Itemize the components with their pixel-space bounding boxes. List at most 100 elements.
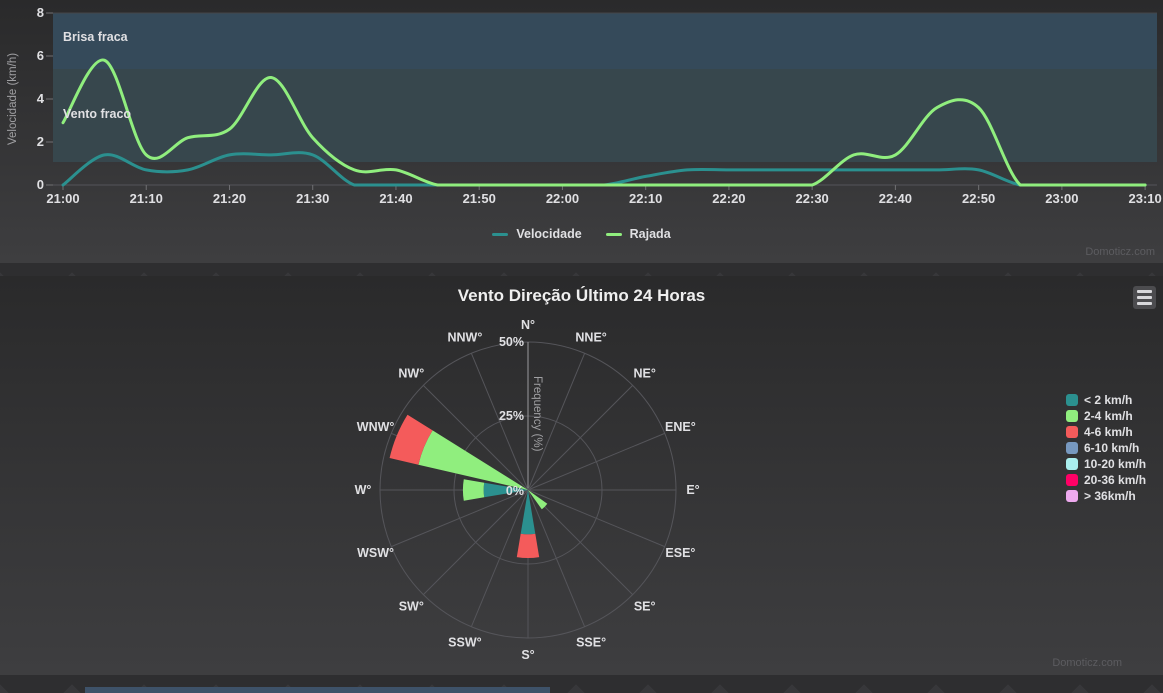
legend-item-rajada[interactable]: Rajada <box>605 227 671 241</box>
compass-label[interactable]: SSE° <box>576 635 606 649</box>
windrose-sector-w[interactable] <box>462 479 485 501</box>
y-tick-label: 0 <box>36 177 44 192</box>
legend-label: 4-6 km/h <box>1084 425 1133 439</box>
legend-swatch <box>1066 442 1078 454</box>
line-chart-canvas[interactable] <box>0 0 1163 263</box>
y-tick-label: 2 <box>36 134 44 149</box>
y-tick-label: 8 <box>36 5 44 20</box>
polar-grid-spoke <box>422 489 529 596</box>
plot-band-label: Brisa fraca <box>63 30 128 44</box>
windrose-canvas[interactable]: N° NNE° NE° ENE° E° ESE° SE° SSE° S° SSW° SW° WSW° W… <box>0 276 1163 675</box>
legend-swatch <box>1066 474 1078 486</box>
polar-grid-spoke <box>391 489 529 548</box>
x-tick-label: 23:00 <box>1045 191 1079 206</box>
x-tick-label: 22:00 <box>545 191 580 206</box>
compass-label[interactable]: SSW° <box>448 635 481 649</box>
legend-label: < 2 km/h <box>1084 393 1133 407</box>
x-tick-label: 22:10 <box>629 191 663 206</box>
x-tick-label: 21:00 <box>46 191 80 206</box>
radial-tick-label: 0% <box>506 484 524 498</box>
legend-marker <box>605 232 622 236</box>
compass-label[interactable]: NNW° <box>447 331 482 345</box>
wind-speed-chart[interactable]: Brisa fraca Vento fraco Velocidade (km/h… <box>0 0 1163 263</box>
radial-axis-title: Frequency (%) <box>531 376 543 452</box>
polar-grid-spoke <box>470 353 529 491</box>
compass-label[interactable]: S° <box>521 648 534 662</box>
page-background-strip <box>0 263 1163 276</box>
x-tick-label: 23:10 <box>1128 191 1162 206</box>
windrose-sector-s[interactable] <box>516 533 540 559</box>
windrose-sector-se[interactable] <box>528 490 548 510</box>
polar-grid-spoke <box>527 432 665 491</box>
x-tick-label: 22:20 <box>712 191 746 206</box>
hamburger-icon[interactable] <box>1133 286 1156 309</box>
polar-grid-spoke <box>527 489 634 596</box>
legend-label: 2-4 km/h <box>1084 409 1133 423</box>
polar-grid-spoke <box>527 489 665 548</box>
compass-label[interactable]: NE° <box>634 366 656 380</box>
legend-item-4-6-km-h[interactable]: 4-6 km/h <box>1066 424 1146 440</box>
compass-label[interactable]: SW° <box>399 600 424 614</box>
compass-label[interactable]: ESE° <box>665 546 695 560</box>
x-tick-label: 21:50 <box>462 191 496 206</box>
legend-swatch <box>1066 458 1078 470</box>
legend-item--2-km-h[interactable]: < 2 km/h <box>1066 392 1146 408</box>
wind-rose-chart[interactable]: Vento Direção Último 24 Horas N° NNE° NE° E… <box>0 276 1163 675</box>
radial-tick-label: 50% <box>499 335 524 349</box>
plot-band-brisa-fraca <box>53 13 1157 69</box>
compass-label[interactable]: ENE° <box>665 420 696 434</box>
polar-grid-spoke <box>470 489 529 627</box>
compass-label[interactable]: E° <box>686 483 699 497</box>
x-tick-label: 22:50 <box>962 191 996 206</box>
radial-tick-label: 25% <box>499 409 524 423</box>
polar-grid-spoke <box>527 489 586 627</box>
windrose-sector-wnw[interactable] <box>389 414 433 465</box>
polar-grid-spoke <box>527 384 634 491</box>
partial-element-edge <box>85 687 550 693</box>
x-tick-label: 21:30 <box>296 191 330 206</box>
polar-grid-spoke <box>422 384 529 491</box>
legend-label: Velocidade <box>516 227 582 241</box>
legend-label: > 36km/h <box>1084 489 1136 503</box>
windrose-legend: < 2 km/h 2-4 km/h 4-6 km/h 6-10 km/h 10-20 k… <box>1066 392 1146 504</box>
plot-band-label: Vento fraco <box>63 107 132 121</box>
legend-swatch <box>1066 490 1078 502</box>
page-background-strip <box>0 675 1163 693</box>
compass-label[interactable]: WNW° <box>357 420 395 434</box>
domoticz-watermark: Domoticz.com <box>1085 246 1155 258</box>
legend-swatch <box>1066 394 1078 406</box>
windrose-sector-wnw[interactable] <box>418 430 528 490</box>
windrose-sector-s[interactable] <box>520 490 536 535</box>
polar-grid-spoke <box>527 353 586 491</box>
y-tick-label: 4 <box>36 91 44 106</box>
x-tick-label: 22:30 <box>795 191 829 206</box>
legend-label: 10-20 km/h <box>1084 457 1147 471</box>
legend-item-2-4-km-h[interactable]: 2-4 km/h <box>1066 408 1146 424</box>
compass-label[interactable]: W° <box>355 483 372 497</box>
series-line-velocidade[interactable] <box>61 151 1147 187</box>
legend-swatch <box>1066 410 1078 422</box>
legend-item-20-36-km-h[interactable]: 20-36 km/h <box>1066 472 1146 488</box>
compass-label[interactable]: SE° <box>634 600 656 614</box>
legend-item-6-10-km-h[interactable]: 6-10 km/h <box>1066 440 1146 456</box>
legend-marker <box>492 232 509 236</box>
x-tick-label: 22:40 <box>878 191 913 206</box>
legend-swatch <box>1066 426 1078 438</box>
compass-label[interactable]: NW° <box>398 366 424 380</box>
compass-label[interactable]: WSW° <box>357 546 394 560</box>
legend-label: 6-10 km/h <box>1084 441 1140 455</box>
compass-label[interactable]: N° <box>521 318 535 332</box>
line-chart-legend: Velocidade Rajada <box>0 227 1163 241</box>
legend-item--36km-h[interactable]: > 36km/h <box>1066 488 1146 504</box>
x-tick-label: 21:20 <box>212 191 247 206</box>
series-line-rajada[interactable] <box>61 58 1147 187</box>
legend-item-10-20-km-h[interactable]: 10-20 km/h <box>1066 456 1146 472</box>
x-tick-label: 21:10 <box>129 191 163 206</box>
legend-label: 20-36 km/h <box>1084 473 1147 487</box>
legend-item-velocidade[interactable]: Velocidade <box>492 227 582 241</box>
windrose-sector-w[interactable] <box>483 482 528 498</box>
compass-label[interactable]: NNE° <box>575 331 606 345</box>
legend-label: Rajada <box>629 227 671 241</box>
y-tick-label: 6 <box>36 48 44 63</box>
